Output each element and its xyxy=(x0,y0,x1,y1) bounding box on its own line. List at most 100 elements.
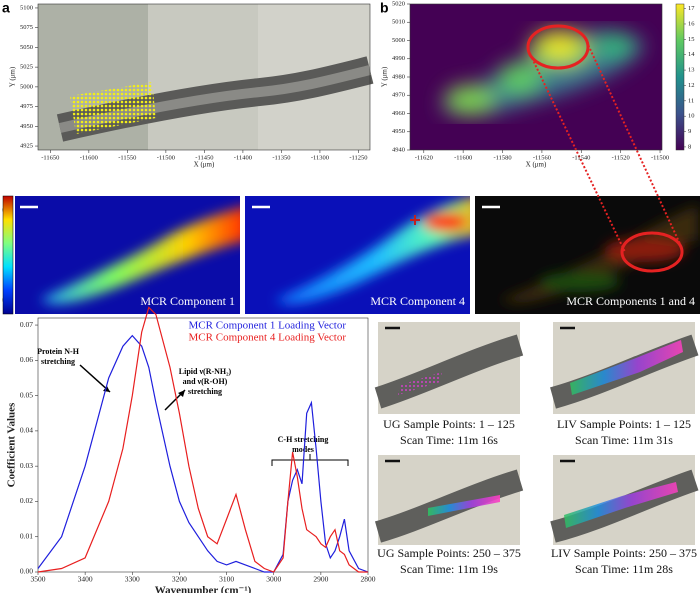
x-axis-label: X (μm) xyxy=(526,161,547,169)
y-tick-label: 4960 xyxy=(392,110,405,117)
image-caption: UG Sample Points: 1 – 125 xyxy=(383,417,515,431)
colorbar-label: 13 xyxy=(688,67,695,74)
y-tick-label: 4990 xyxy=(392,55,405,62)
x-tick-label: -11600 xyxy=(454,154,472,161)
legend-entry: MCR Component 4 Loading Vector xyxy=(189,332,347,344)
svg-text:stretching: stretching xyxy=(41,357,75,366)
plot-frame xyxy=(37,317,369,573)
colorbar-label: 16 xyxy=(688,20,695,27)
plot-frame xyxy=(37,3,371,151)
image-caption: LIV Sample Points: 1 – 125 xyxy=(557,417,691,431)
y-tick-label: 0.06 xyxy=(20,355,33,364)
x-tick-label: 3200 xyxy=(172,575,187,584)
y-tick-label: 4925 xyxy=(20,143,33,150)
mcr-image: MCR Components 1 and 4 xyxy=(475,196,700,314)
svg-text:C-H stretching: C-H stretching xyxy=(278,435,329,444)
x-tick-label: 3400 xyxy=(78,575,93,584)
colorbar-label: 17 xyxy=(688,5,695,12)
image-caption: LIV Sample Points: 250 – 375 xyxy=(551,546,697,560)
x-tick-label: -11540 xyxy=(572,154,590,161)
svg-text:modes: modes xyxy=(292,445,314,454)
y-tick-label: 5020 xyxy=(392,0,405,7)
y-tick-label: 4975 xyxy=(20,103,33,110)
image-caption: Scan Time: 11m 31s xyxy=(575,433,673,447)
y-tick-label: 5010 xyxy=(392,19,405,26)
svg-text:Protein N-H: Protein N-H xyxy=(37,347,80,356)
colorbar-label: 11 xyxy=(688,97,694,104)
y-tick-label: 5100 xyxy=(20,4,33,11)
y-tick-label: 5050 xyxy=(20,44,33,51)
x-tick-label: 2900 xyxy=(313,575,328,584)
x-tick-label: 2800 xyxy=(361,575,376,584)
x-tick-label: -11650 xyxy=(41,154,59,161)
highlight-circle xyxy=(620,231,684,273)
y-tick-label: 0.00 xyxy=(20,567,33,576)
y-tick-label: 0.07 xyxy=(20,320,33,329)
sample-image xyxy=(550,455,699,545)
panel-label: a xyxy=(2,0,10,16)
colorbar-label: 8 xyxy=(688,143,691,150)
annotation: Protein N-H stretching Lipid ν(R-NH₂) an… xyxy=(37,347,349,466)
colorbar-label: 15 xyxy=(688,36,695,43)
y-tick-label: 5025 xyxy=(20,64,33,71)
connector xyxy=(584,37,681,245)
series-line xyxy=(37,334,369,573)
image-caption: MCR Component 4 xyxy=(370,294,465,308)
x-tick-label: -11580 xyxy=(493,154,511,161)
image-caption: MCR Component 1 xyxy=(140,294,235,308)
x-tick-label: -11600 xyxy=(80,154,98,161)
x-tick-label: -11500 xyxy=(651,154,669,161)
svg-text:and ν(R-OH): and ν(R-OH) xyxy=(183,377,228,386)
svg-text:stretching: stretching xyxy=(188,387,222,396)
panel-label: b xyxy=(380,0,389,16)
y-tick-label: 4980 xyxy=(392,73,405,80)
image-caption: Scan Time: 11m 28s xyxy=(575,562,673,576)
y-tick-label: 5075 xyxy=(20,24,33,31)
colorbar-label: 10 xyxy=(688,113,695,120)
x-axis-label: Wavenumber (cm⁻¹) xyxy=(155,585,252,593)
x-tick-label: 3100 xyxy=(219,575,234,584)
sample-image xyxy=(374,455,524,545)
y-tick-label: 4950 xyxy=(20,123,33,130)
microscope-image xyxy=(38,4,374,150)
y-tick-label: 0.03 xyxy=(20,461,33,470)
x-tick-label: 3300 xyxy=(125,575,140,584)
x-tick-label: -11620 xyxy=(415,154,433,161)
image-caption: MCR Components 1 and 4 xyxy=(566,294,695,308)
x-tick-label: -11550 xyxy=(118,154,136,161)
svg-text:Lipid ν(R-NH₂): Lipid ν(R-NH₂) xyxy=(179,367,232,376)
y-tick-label: 0.04 xyxy=(20,426,33,435)
colorbar-label: 14 xyxy=(688,51,695,58)
mcr-image: MCR Component 4 xyxy=(245,196,470,314)
x-tick-label: -11450 xyxy=(195,154,213,161)
x-tick-label: -11560 xyxy=(533,154,551,161)
x-tick-label: -11300 xyxy=(311,154,329,161)
y-tick-label: 5000 xyxy=(392,37,405,44)
heatmap-image xyxy=(410,4,662,150)
y-axis-label: Y (μm) xyxy=(9,66,17,87)
x-tick-label: -11400 xyxy=(234,154,252,161)
x-tick-label: -11500 xyxy=(157,154,175,161)
y-axis-label: Y (μm) xyxy=(381,66,389,87)
y-tick-label: 4970 xyxy=(392,92,405,99)
y-tick-label: 4950 xyxy=(392,128,405,135)
colorbar-label: 9 xyxy=(688,128,691,135)
y-tick-label: 0.05 xyxy=(20,390,33,399)
y-tick-label: 5000 xyxy=(20,83,33,90)
x-axis-label: X (μm) xyxy=(194,161,215,169)
series-line xyxy=(37,306,368,573)
sample-image xyxy=(550,322,699,414)
image-caption: Scan Time: 11m 16s xyxy=(400,433,498,447)
x-tick-label: -11350 xyxy=(272,154,290,161)
y-axis-label: Coefficient Values xyxy=(6,402,18,487)
x-tick-label: -11520 xyxy=(612,154,630,161)
x-tick-label: 3000 xyxy=(266,575,281,584)
legend-entry: MCR Component 1 Loading Vector xyxy=(189,320,347,332)
y-tick-label: 0.02 xyxy=(20,496,33,505)
mcr-image: MCR Component 1 xyxy=(2,195,240,315)
sample-image xyxy=(374,322,524,414)
x-tick-label: -11250 xyxy=(349,154,367,161)
x-tick-label: 3500 xyxy=(31,575,46,584)
colorbar-label: 12 xyxy=(688,82,695,89)
